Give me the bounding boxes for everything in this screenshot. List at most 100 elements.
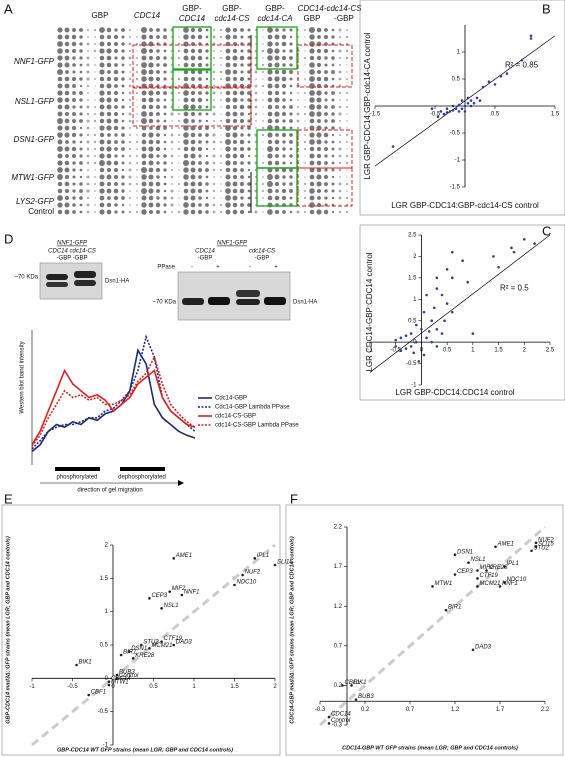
spot xyxy=(232,118,238,124)
spot xyxy=(64,188,70,194)
spot xyxy=(170,133,174,137)
spot xyxy=(94,99,96,101)
point xyxy=(107,683,111,687)
spot xyxy=(197,34,203,40)
spot xyxy=(149,210,153,214)
point-label: BIK1 xyxy=(354,680,367,686)
column-header: GBP xyxy=(92,11,109,20)
spot xyxy=(135,140,139,144)
column-header: cdc14-CS xyxy=(214,14,250,23)
spot xyxy=(255,127,257,129)
spot xyxy=(289,28,293,32)
spot xyxy=(255,120,257,122)
spot xyxy=(261,84,265,88)
y-tick-label: 2 xyxy=(413,254,417,260)
spot xyxy=(141,69,147,75)
spot xyxy=(289,161,293,165)
spot xyxy=(121,91,125,95)
spot xyxy=(205,133,209,137)
point xyxy=(425,336,428,340)
spot xyxy=(324,182,328,186)
spot xyxy=(114,147,118,151)
spot xyxy=(303,196,307,200)
x-tick-label: -0.3 xyxy=(315,707,326,713)
spot xyxy=(72,28,76,32)
spot xyxy=(240,28,244,32)
spot xyxy=(190,27,196,33)
spot xyxy=(57,27,63,33)
spot xyxy=(198,126,202,130)
spot xyxy=(262,155,264,157)
spot xyxy=(213,50,215,52)
spot xyxy=(267,97,273,103)
spot xyxy=(106,167,112,173)
spot xyxy=(64,146,70,152)
y-tick-label: 1 xyxy=(105,609,109,615)
spot xyxy=(282,161,286,165)
spot xyxy=(64,125,70,131)
spot xyxy=(304,29,306,31)
point xyxy=(107,680,111,683)
spot xyxy=(128,63,132,67)
spot xyxy=(99,90,105,96)
spot xyxy=(205,91,209,95)
spot xyxy=(106,118,112,124)
spot xyxy=(183,174,189,180)
spot xyxy=(338,112,342,116)
spot xyxy=(99,167,105,173)
point-label: AME1 xyxy=(497,541,514,547)
point xyxy=(253,557,257,560)
spot xyxy=(267,181,273,187)
x-tick-label: 1.2 xyxy=(451,707,460,713)
row-label: NSL1-GFP xyxy=(15,97,55,106)
spot xyxy=(324,147,328,151)
point xyxy=(466,96,470,100)
y-tick-label: -0.3 xyxy=(332,723,343,729)
lane-label: + xyxy=(274,265,278,271)
spot xyxy=(346,78,348,80)
spot xyxy=(316,97,322,103)
spot xyxy=(71,146,77,152)
x-tick-label: 0 xyxy=(111,684,115,690)
spot xyxy=(136,85,138,87)
spot xyxy=(345,91,349,95)
x-tick-label: -0.5 xyxy=(391,348,402,354)
highlight-boxes xyxy=(132,26,353,207)
spot xyxy=(156,196,160,200)
spot xyxy=(240,203,244,207)
point xyxy=(498,585,502,588)
point xyxy=(463,110,467,113)
spot xyxy=(331,119,335,123)
spot xyxy=(197,167,203,173)
legend-label: cdc14-CS-GBP xyxy=(215,414,256,420)
spot xyxy=(121,140,125,144)
spot xyxy=(163,203,167,207)
point xyxy=(466,280,470,284)
spot xyxy=(190,34,196,40)
spot xyxy=(316,167,322,173)
spot xyxy=(225,76,231,82)
spot xyxy=(99,34,105,40)
blot-genotype: cdc14-CS xyxy=(249,249,275,255)
spot xyxy=(346,64,348,66)
spot xyxy=(331,133,335,137)
spot xyxy=(156,161,160,165)
spot xyxy=(121,182,125,186)
point xyxy=(435,327,439,331)
spot xyxy=(324,161,328,165)
y-axis-label: LGR CDC14-GBP:CDC14 control xyxy=(365,252,374,371)
spot xyxy=(57,125,63,131)
spot xyxy=(121,175,125,179)
point-label: MTW1 xyxy=(111,680,129,686)
spot xyxy=(338,105,342,109)
spot xyxy=(86,196,90,200)
spot xyxy=(141,146,147,152)
spot xyxy=(225,174,231,180)
spot xyxy=(324,196,328,200)
point xyxy=(467,561,470,564)
spot xyxy=(72,84,76,88)
point xyxy=(445,111,449,114)
spot xyxy=(345,49,349,53)
spot xyxy=(128,84,132,88)
